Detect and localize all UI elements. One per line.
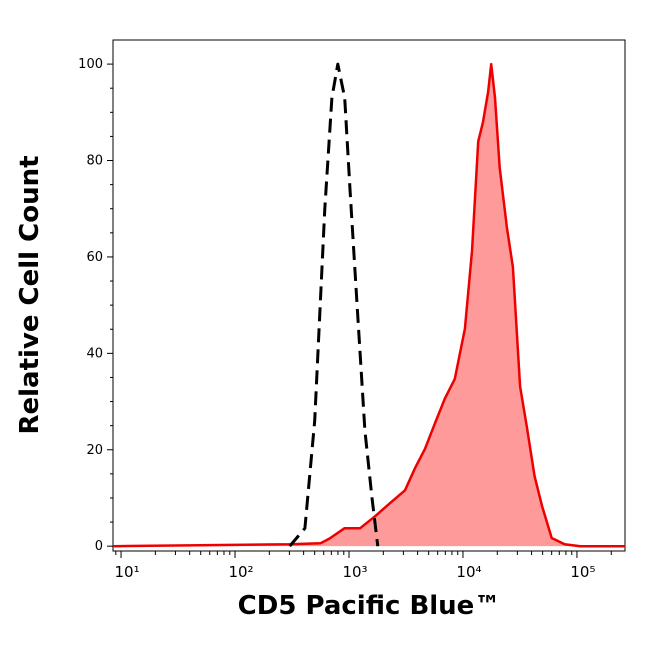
area-fill — [113, 64, 625, 547]
y-tick-label: 20 — [86, 443, 103, 458]
x-tick-label: 10⁴ — [456, 563, 481, 581]
histogram-line — [112, 62, 625, 548]
x-tick-label: 10² — [228, 563, 253, 581]
y-tick-label: 80 — [86, 154, 103, 169]
x-tick-label: 10³ — [342, 563, 367, 581]
histogram-line — [288, 62, 380, 548]
plot-frame — [112, 39, 626, 552]
x-axis-title: CD5 Pacific Blue™ — [238, 591, 501, 621]
y-axis-title: Relative Cell Count — [15, 155, 45, 434]
y-tick-label: 0 — [95, 539, 103, 554]
y-tick-label: 60 — [86, 250, 103, 265]
y-tick-label: 100 — [78, 57, 103, 72]
x-tick-label: 10⁵ — [570, 563, 595, 581]
x-tick-label: 10¹ — [114, 563, 139, 581]
y-tick-label: 40 — [86, 346, 103, 361]
